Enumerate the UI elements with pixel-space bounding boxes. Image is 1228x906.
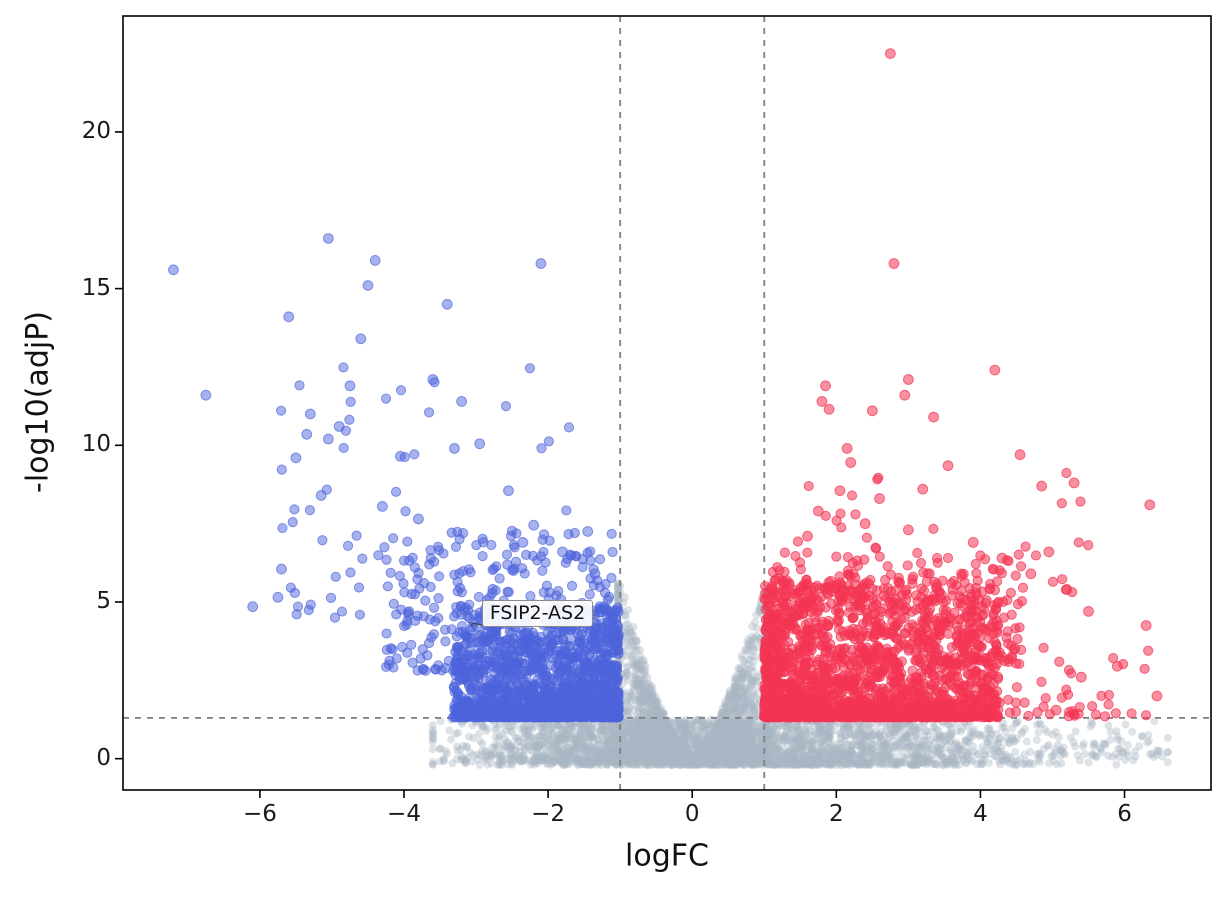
x-tick-label: 0 bbox=[684, 801, 700, 827]
y-tick-label: 5 bbox=[96, 587, 111, 614]
x-axis-label: logFC bbox=[625, 838, 709, 874]
x-tick-label: 4 bbox=[973, 801, 988, 827]
x-tick-label: 6 bbox=[1117, 801, 1132, 827]
y-tick-label: 10 bbox=[81, 431, 111, 458]
y-tick-label: 20 bbox=[81, 117, 111, 144]
y-tick-label: 0 bbox=[96, 744, 111, 771]
x-tick-label: −4 bbox=[387, 801, 421, 827]
y-axis-label: -log10(adjP) bbox=[20, 311, 56, 493]
gene-annotation: FSIP2-AS2 bbox=[481, 600, 594, 628]
x-tick-label: 2 bbox=[828, 801, 844, 827]
y-tick-label: 15 bbox=[81, 274, 111, 301]
x-tick-label: −2 bbox=[531, 801, 566, 827]
x-tick-label: −6 bbox=[242, 801, 277, 827]
